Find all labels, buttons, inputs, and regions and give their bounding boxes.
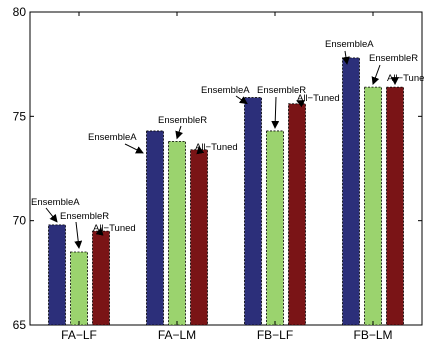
annotation-label: EnsembleR (158, 115, 207, 126)
bar (168, 140, 186, 326)
x-tick-label: FA−LM (158, 328, 196, 342)
bar (266, 130, 284, 326)
y-tick-label: 70 (13, 214, 27, 228)
x-tick-label: FA−LF (61, 328, 97, 342)
annotation-label: All−Tuned (93, 223, 136, 234)
y-tick-label: 80 (13, 5, 27, 19)
annotation-label: EnsembleR (369, 53, 418, 64)
annotation-arrow (235, 95, 248, 105)
bar (190, 149, 208, 326)
annotation-arrow (371, 64, 381, 86)
x-tick-label: FB−LM (353, 328, 392, 342)
bar (70, 251, 88, 326)
bar (48, 224, 66, 326)
annotation-label: EnsembleA (201, 85, 250, 96)
annotation-label: EnsembleR (60, 211, 109, 222)
annotation-arrow (175, 125, 183, 140)
annotation-arrow (196, 145, 205, 155)
annotation-label: EnsembleA (31, 197, 80, 208)
bar (288, 103, 306, 326)
annotation-label: All−Tune (387, 73, 424, 84)
bar (146, 130, 164, 326)
y-tick-label: 75 (13, 109, 27, 123)
bar (244, 97, 262, 326)
annotation-arrow (95, 227, 104, 236)
bar (342, 57, 360, 326)
annotation-label: All−Tuned (297, 93, 340, 104)
bar (364, 86, 382, 326)
annotation-label: EnsembleA (88, 132, 137, 143)
bar (386, 86, 404, 326)
annotation-arrow (271, 96, 280, 129)
annotation-arrow (124, 143, 144, 154)
annotation-arrow (296, 100, 306, 108)
y-tick-label: 65 (13, 318, 27, 332)
annotation-arrow (45, 207, 58, 223)
annotation-label: EnsembleA (325, 39, 374, 50)
x-tick-label: FB−LF (257, 328, 293, 342)
annotation-arrow (341, 50, 350, 65)
annotation-label: EnsembleR (257, 85, 306, 96)
plot-frame (29, 11, 423, 326)
annotation-label: All−Tuned (195, 142, 238, 153)
bar (92, 230, 110, 326)
annotation-arrow (74, 221, 83, 249)
